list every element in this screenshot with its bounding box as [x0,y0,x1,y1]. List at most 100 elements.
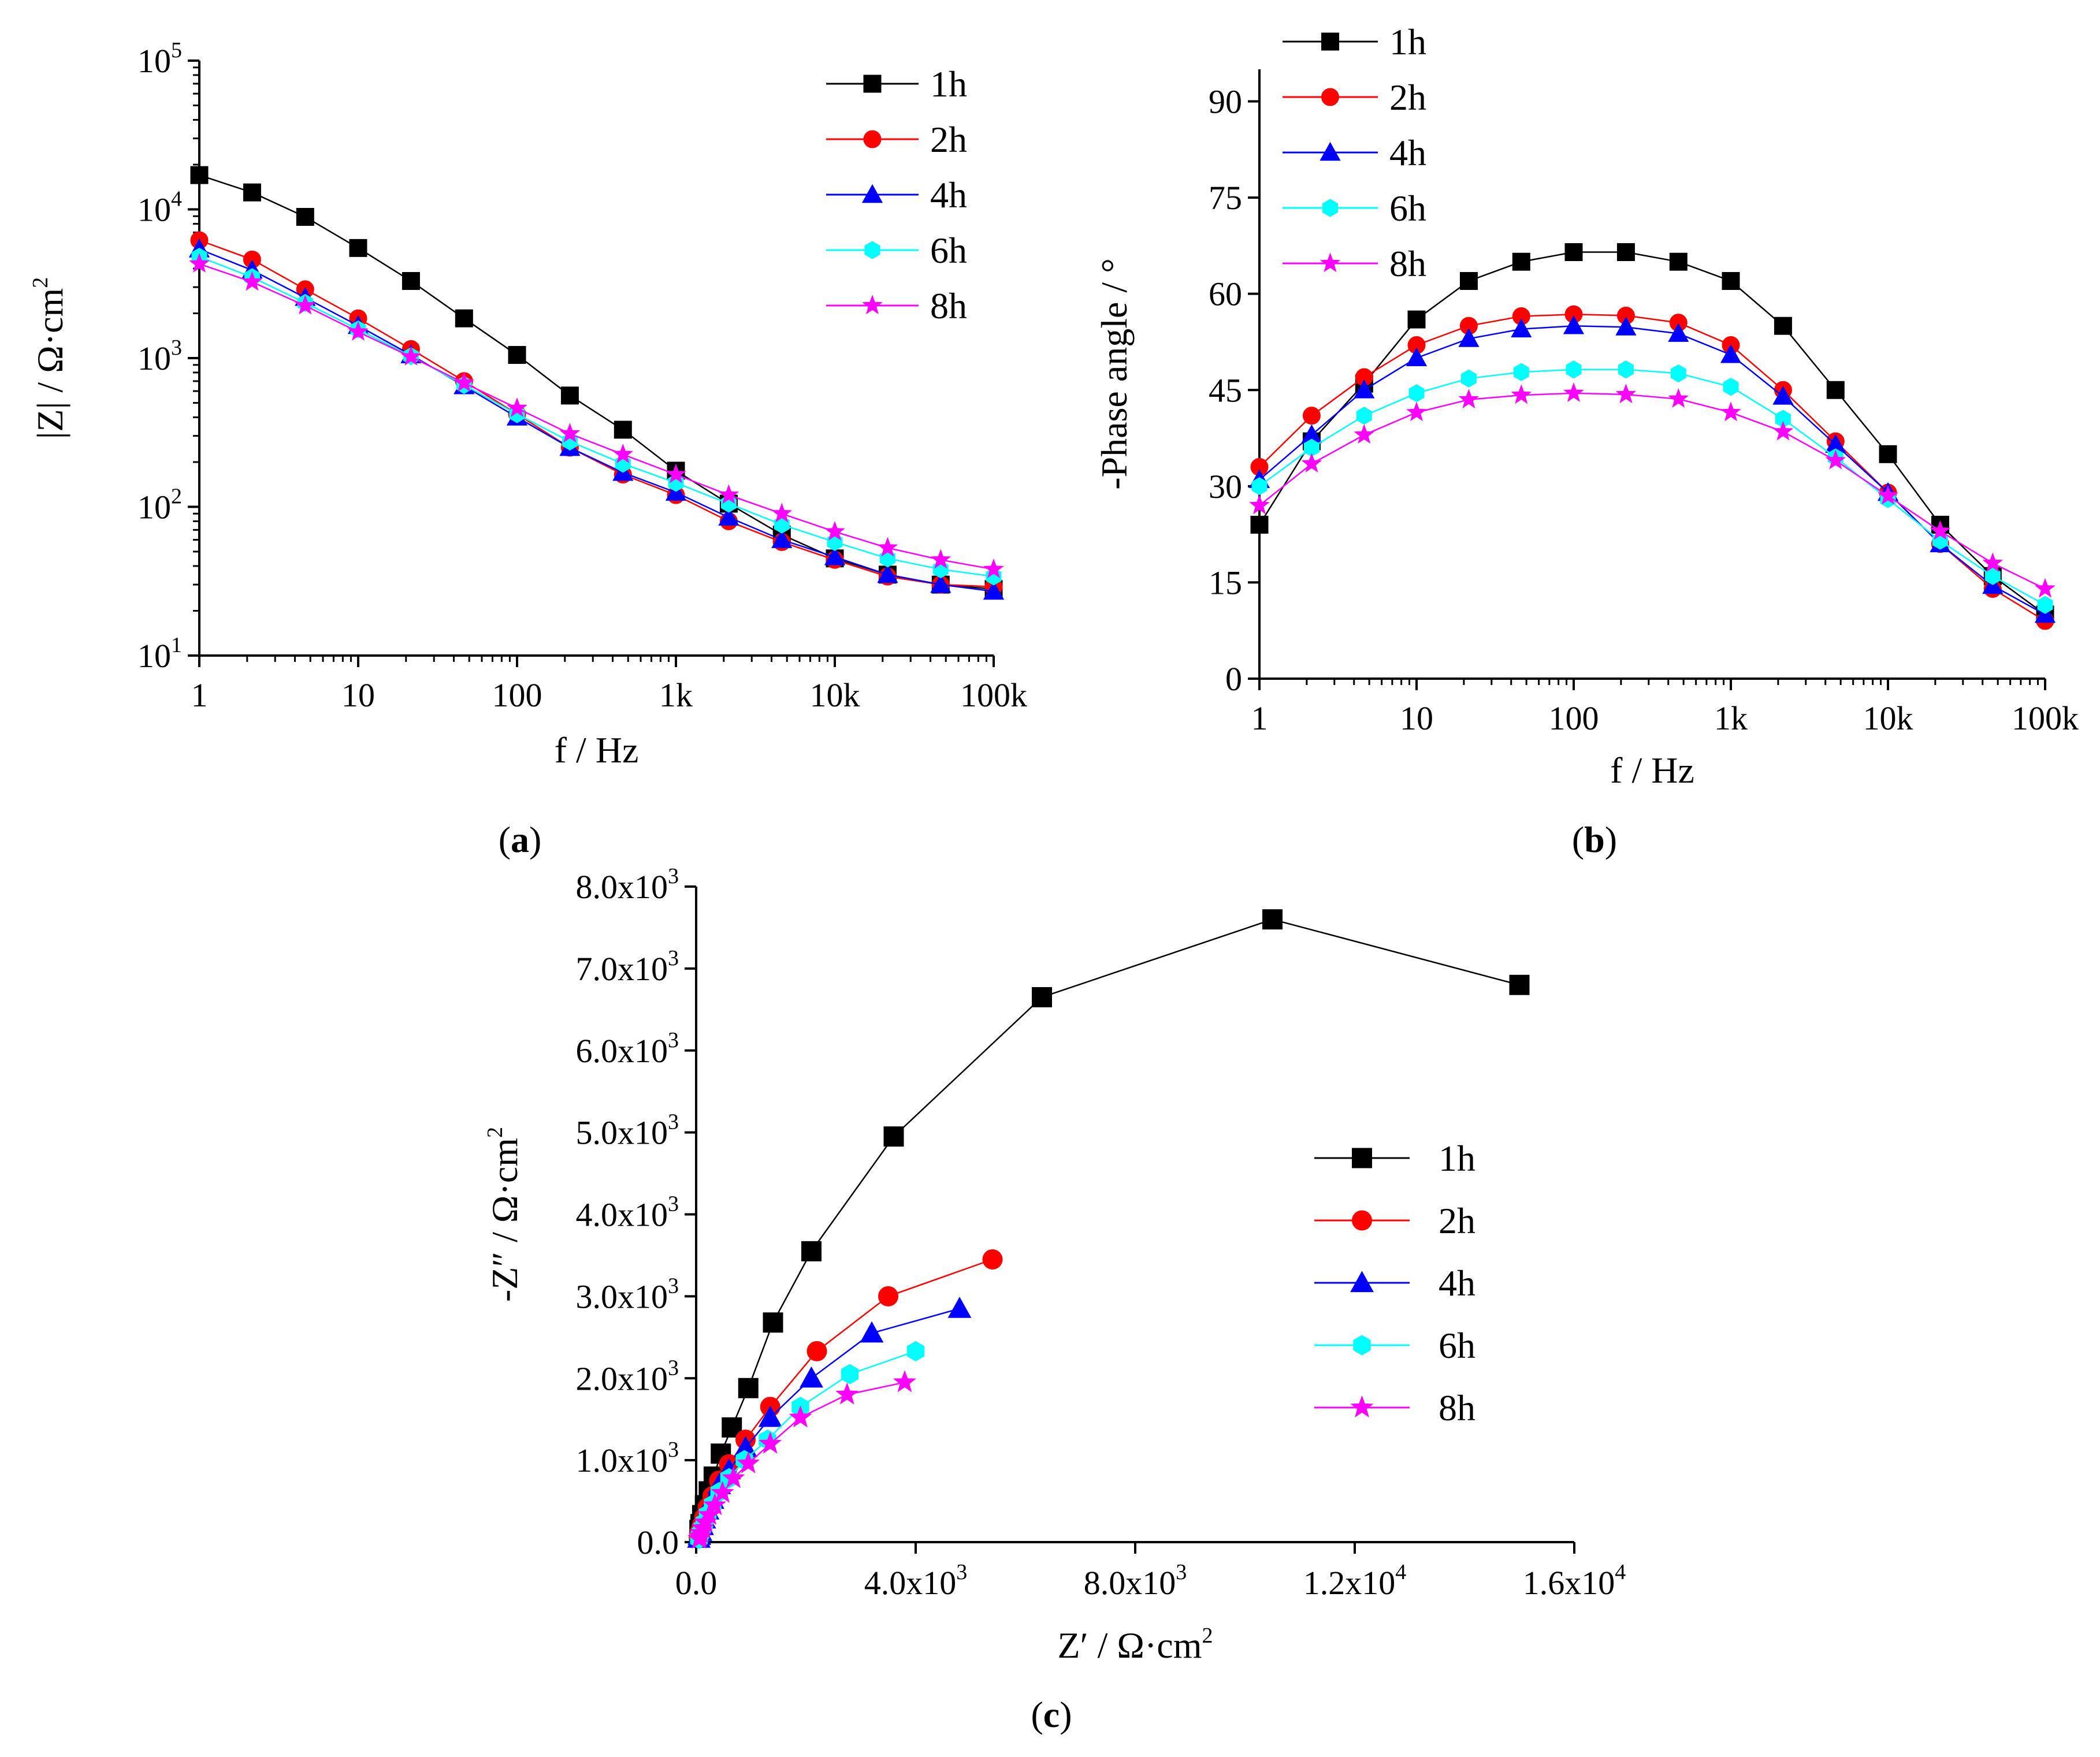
panel-a-point-8h [400,346,422,366]
panel-c-legend-marker [1353,1335,1371,1356]
panel-c-caption: (c) [1031,1694,1072,1735]
panel-b-point-1h [1459,271,1478,290]
panel-a-y-axis-label: |Z| / Ω·cm2 [28,277,70,440]
panel-c-point-4h [758,1405,782,1427]
panel-a-legend-marker [864,241,880,259]
panel-b-y-tick-label: 30 [1209,468,1242,505]
panel-c-y-tick-label: 7.0x103 [576,946,679,988]
panel-b-point-6h [1408,384,1425,403]
panel-a-point-1h [560,386,579,405]
panel-c-y-tick-label-base: 5.0x10 [576,1114,668,1152]
panel-c-y-tick-label: 8.0x103 [576,864,679,906]
panel-b-point-4h [1563,315,1585,334]
panel-b-point-8h [1563,382,1584,402]
panel-b-point-6h [1566,360,1582,379]
panel-b-caption-open: ( [1572,819,1584,860]
panel-c-point-4h [860,1321,884,1343]
panel-b-x-tick-label: 100 [1549,699,1599,737]
panel-c-x-axis-label: Z′ / Ω·cm2 [1058,1624,1213,1666]
panel-c-y-tick-label-exp: 3 [668,1028,679,1052]
panel-a-y-tick-label-exp: 1 [171,633,182,657]
panel-c-legend-item-2h: 2h [1314,1200,1475,1241]
panel-b-point-1h [1669,252,1688,271]
panel-c-y-tick-label: 3.0x103 [576,1274,679,1315]
panel-c-x-tick-label-exp: 4 [1615,1560,1626,1584]
panel-a-y-tick-label-exp: 3 [171,336,182,360]
panel-a-y-axis-label-exp: 2 [28,277,53,288]
panel-b-y-axis-label: -Phase angle / ° [1094,258,1135,490]
panel-a-series-line-8h [199,263,994,570]
panel-b-point-8h [1982,552,2004,572]
panel-c-series-line-1h [698,918,1520,1530]
panel-c-y-axis-label-base: -Z″ / Ω·cm [484,1138,525,1302]
panel-c-y-tick-label: 4.0x103 [576,1192,679,1234]
panel-b-point-4h [1406,347,1428,367]
panel-c-point-8h [711,1480,734,1503]
panel-b-point-1h [1616,243,1635,261]
panel-b-point-6h [1460,369,1477,388]
panel-c-point-1h [1262,909,1283,930]
panel-a-point-8h [295,295,316,315]
panel-a-point-8h [612,444,634,463]
panel-b-legend-item-4h: 4h [1283,132,1426,173]
panel-b-point-1h [1512,252,1530,271]
panel-a-point-1h [349,239,367,257]
panel-a-legend-item-2h: 2h [826,119,967,160]
panel-c-y-tick-label: 6.0x103 [576,1028,679,1070]
panel-b-point-6h [2037,595,2053,614]
panel-c-legend-item-4h: 4h [1314,1263,1475,1304]
panel-c-x-tick-label-base: 1.2x10 [1303,1564,1396,1602]
panel-c-point-4h [947,1297,972,1318]
panel-c-y-tick-label: 1.0x103 [576,1438,679,1479]
panel-a-series-line-1h [199,174,994,590]
panel-a-point-4h [877,564,898,583]
panel-b-point-8h [1668,388,1689,408]
panel-c-legend-marker [1352,1210,1372,1231]
panel-a-legend-item-1h: 1h [826,64,967,105]
panel-c-x-tick-label-exp: 3 [956,1560,967,1584]
panel-a-point-8h [718,484,739,504]
panel-c-x-tick-label: 1.6x104 [1523,1560,1626,1602]
panel-b-legend-marker [1320,252,1341,273]
panel-b-point-8h [1772,420,1794,441]
panel-a-x-tick-label: 100 [492,676,542,714]
panel-a-caption: (a) [499,819,542,860]
panel-a-legend-item-4h: 4h [826,174,967,215]
panel-c-legend-item-1h: 1h [1314,1138,1475,1179]
panel-c-point-2h [806,1341,827,1361]
panel-c-x-tick-label-exp: 3 [1176,1560,1187,1584]
panel-b-point-4h [1354,379,1375,399]
panel-b-chart: 1 10 100 1k 10k 100k 0 15 30 45 60 75 90 f / Hz -Phase… [1094,21,2079,860]
panel-a-legend-marker [863,75,882,93]
panel-b-point-4h [1511,318,1532,338]
panel-c-x-tick-label-exp: 4 [1395,1560,1406,1584]
panel-a-series-6h [191,248,1002,586]
panel-c-point-1h [883,1126,904,1147]
panel-a-y-tick-label: 103 [137,336,182,377]
panel-b-point-1h [1826,381,1845,399]
panel-a-point-8h [348,321,369,341]
panel-c-chart: 0.0 4.0x103 8.0x103 1.2x104 1.6x1040.01.0x10… [483,864,1626,1735]
panel-a-x-tick-label: 1k [659,676,693,714]
panel-c-legend-item-8h: 8h [1314,1387,1475,1428]
panel-b-point-6h [1984,567,2001,585]
panel-a-series-8h [189,253,1004,578]
panel-b-point-2h [1302,407,1321,425]
panel-b-point-4h [1720,344,1742,363]
panel-c-y-tick-label: 5.0x103 [576,1110,679,1152]
panel-c-point-8h [737,1451,760,1473]
panel-c-y-tick-label-exp: 3 [668,946,679,970]
panel-b-series-line-2h [1259,313,2046,622]
panel-c-caption-close: ) [1060,1694,1072,1735]
panel-a-y-tick-label-base: 10 [137,42,171,80]
panel-c-point-6h [906,1341,925,1361]
panel-c-legend-label: 6h [1439,1325,1475,1366]
panel-c-legend-marker [1352,1148,1372,1168]
panel-b-y-tick-label: 90 [1209,83,1242,121]
panel-c-point-6h [841,1364,859,1384]
panel-b-point-8h [1458,389,1480,409]
panel-c-point-1h [1509,974,1530,995]
panel-c-y-tick-label-base: 8.0x10 [576,868,668,906]
panel-a-legend-item-8h: 8h [826,285,967,326]
